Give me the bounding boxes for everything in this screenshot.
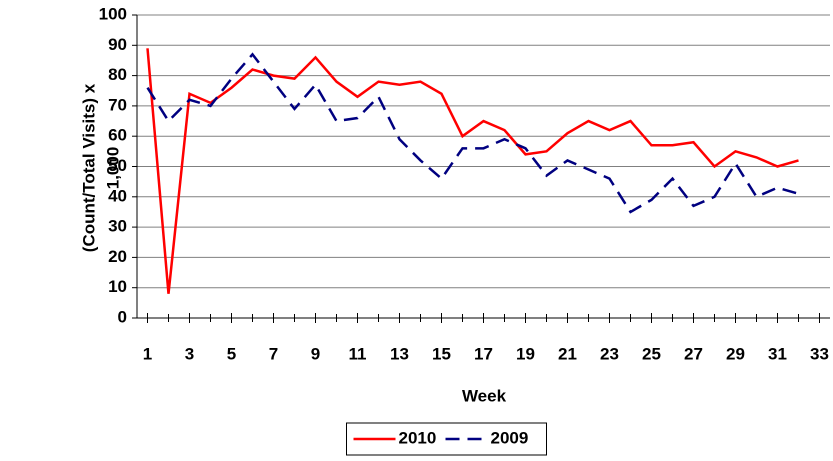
- x-tick-label: 15: [432, 344, 451, 363]
- y-tick-label: 0: [118, 307, 127, 326]
- x-tick-label: 13: [390, 344, 409, 363]
- y-tick-label: 50: [108, 156, 127, 175]
- x-tick-label: 25: [642, 344, 661, 363]
- y-tick-label: 10: [108, 277, 127, 296]
- legend-label: 2010: [399, 428, 437, 447]
- x-tick-label: 11: [349, 344, 367, 363]
- x-tick-label: 33: [810, 344, 829, 363]
- y-tick-label: 30: [108, 217, 127, 236]
- x-tick-label: 27: [684, 344, 703, 363]
- x-tick-label: 19: [516, 344, 535, 363]
- y-axis-label-line: (Count/Total Visits) x: [79, 83, 98, 252]
- x-tick-label: 21: [558, 344, 577, 363]
- x-tick-label: 17: [474, 344, 493, 363]
- y-tick-label: 90: [108, 35, 127, 54]
- x-tick-label: 29: [726, 344, 745, 363]
- y-axis-label: (Count/Total Visits) x 1,000: [79, 83, 122, 252]
- x-tick-label: 31: [768, 344, 787, 363]
- x-tick-label: 3: [185, 344, 194, 363]
- y-tick-label: 60: [108, 126, 127, 145]
- y-tick-label: 20: [108, 247, 127, 266]
- data-line: [146, 52, 799, 214]
- y-tick-label: 40: [108, 186, 127, 205]
- x-tick-label: 1: [143, 344, 152, 363]
- x-tick-label: 7: [269, 344, 278, 363]
- x-tick-label: 23: [600, 344, 619, 363]
- x-tick-label: 9: [311, 344, 320, 363]
- x-axis-label: Week: [462, 386, 507, 405]
- x-tick-label: 5: [227, 344, 236, 363]
- y-tick-label: 80: [108, 65, 127, 84]
- y-tick-label: 70: [108, 95, 127, 114]
- legend-label: 2009: [491, 428, 529, 447]
- data-line: [146, 48, 799, 294]
- y-tick-label: 100: [99, 4, 127, 23]
- y-axis-label-line: 1,000: [103, 147, 122, 190]
